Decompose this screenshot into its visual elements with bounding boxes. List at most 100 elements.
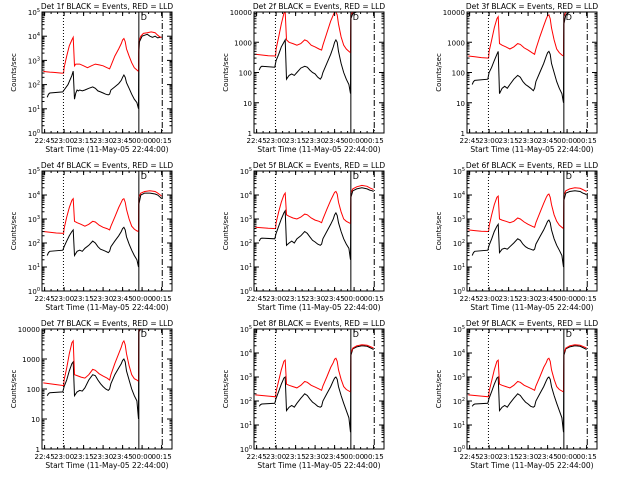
x-tick-label: 23:15 — [74, 295, 94, 303]
y-tick-label: 101 — [453, 421, 465, 430]
y-tick-label: 10 — [31, 416, 40, 424]
y-tick-label: 105 — [240, 325, 252, 334]
y-tick-label: 10 — [243, 100, 252, 108]
y-tick-label: 102 — [240, 239, 252, 248]
y-tick-label: 102 — [453, 397, 465, 406]
x-tick-label: 22:45 — [247, 453, 267, 461]
x-tick-label: 23:00 — [54, 137, 74, 145]
x-tick-label: 23:30 — [518, 295, 538, 303]
x-tick-label: 23:00 — [54, 295, 74, 303]
x-tick-label: 23:15 — [74, 137, 94, 145]
x-tick-label: 23:15 — [499, 137, 519, 145]
panel-title: Det 5f BLACK = Events, RED = LLD — [253, 161, 386, 170]
x-tick-label: 22:45 — [460, 295, 480, 303]
marker-label: D — [566, 172, 572, 181]
x-tick-label: 23:00 — [479, 453, 499, 461]
events-series-line — [46, 33, 162, 109]
x-tick-label: 22:45 — [247, 137, 267, 145]
x-tick-label: 23:45 — [325, 453, 345, 461]
y-tick-label: 105 — [240, 167, 252, 176]
panel-title: Det 1f BLACK = Events, RED = LLD — [41, 2, 174, 11]
plot-frame — [466, 170, 598, 292]
x-tick-label: 23:30 — [93, 137, 113, 145]
x-tick-label: 00:00 — [344, 137, 364, 145]
marker-label: D — [566, 330, 572, 339]
events-series-line — [258, 12, 374, 94]
lld-series-line — [255, 344, 374, 398]
panel-title: Det 7f BLACK = Events, RED = LLD — [41, 319, 174, 328]
x-tick-label: 23:45 — [325, 295, 345, 303]
x-tick-label: 23:15 — [74, 453, 94, 461]
y-axis-label: Counts/sec — [222, 370, 230, 409]
marker-label: D — [141, 172, 147, 181]
plot-frame — [253, 11, 385, 134]
y-tick-label: 104 — [28, 191, 40, 200]
x-tick-label: 23:30 — [93, 453, 113, 461]
y-tick-label: 1 — [248, 130, 252, 138]
x-axis-label: Start Time (11-May-05 22:44:00) — [470, 461, 593, 470]
plot-frame — [466, 328, 598, 450]
x-tick-label: 23:15 — [286, 295, 306, 303]
x-tick-label: 23:00 — [266, 295, 286, 303]
y-tick-label: 1000 — [447, 39, 465, 47]
y-tick-label: 103 — [240, 373, 252, 382]
y-tick-label: 10000 — [443, 9, 465, 17]
y-axis-label: Counts/sec — [10, 53, 18, 92]
x-axis-label: Start Time (11-May-05 22:44:00) — [45, 303, 168, 312]
y-tick-label: 100 — [453, 287, 465, 296]
panel-title: Det 9f BLACK = Events, RED = LLD — [466, 319, 599, 328]
lld-series-line — [255, 184, 374, 230]
x-tick-label: 23:00 — [479, 137, 499, 145]
y-tick-label: 104 — [453, 349, 465, 358]
y-tick-label: 100 — [239, 70, 252, 78]
y-tick-label: 103 — [453, 373, 465, 382]
x-tick-label: 23:15 — [499, 453, 519, 461]
x-tick-label: 22:45 — [460, 453, 480, 461]
x-tick-label: 00:00 — [344, 453, 364, 461]
plot-frame — [253, 170, 385, 292]
x-tick-label: 23:30 — [305, 137, 325, 145]
x-tick-label: 23:00 — [266, 137, 286, 145]
x-tick-label: 23:15 — [499, 295, 519, 303]
panel-title: Det 4f BLACK = Events, RED = LLD — [41, 161, 174, 170]
y-tick-label: 1 — [461, 130, 465, 138]
x-tick-label: 00:00 — [557, 453, 577, 461]
lld-series-line — [43, 31, 162, 74]
x-tick-label: 22:45 — [460, 137, 480, 145]
lld-series-line — [43, 190, 162, 234]
panel-title: Det 6f BLACK = Events, RED = LLD — [466, 161, 599, 170]
y-tick-label: 101 — [240, 263, 252, 272]
events-series-line — [471, 12, 587, 103]
y-tick-label: 103 — [28, 56, 40, 65]
marker-label: D — [141, 330, 147, 339]
y-axis-label: Counts/sec — [435, 53, 443, 92]
panel-det-4: D 22:45 23:00 23:15 23:30 23:45 00:00 00:15 100 1… — [10, 161, 173, 312]
x-tick-label: 00:15 — [152, 453, 172, 461]
y-axis-label: Counts/sec — [435, 370, 443, 409]
x-axis-label: Start Time (11-May-05 22:44:00) — [45, 145, 168, 154]
x-tick-label: 23:15 — [286, 137, 306, 145]
x-tick-label: 23:15 — [286, 453, 306, 461]
y-tick-label: 10000 — [230, 9, 252, 17]
lld-series-line — [468, 187, 587, 233]
x-tick-label: 00:15 — [364, 453, 384, 461]
y-tick-label: 100 — [28, 129, 40, 138]
y-tick-label: 1000 — [22, 356, 40, 364]
panel-det-6: D 22:45 23:00 23:15 23:30 23:45 00:00 00:15 100 1… — [435, 161, 598, 312]
x-tick-label: 23:00 — [479, 295, 499, 303]
x-tick-label: 00:00 — [132, 137, 152, 145]
x-tick-label: 23:30 — [305, 453, 325, 461]
y-tick-label: 101 — [240, 421, 252, 430]
x-tick-label: 00:15 — [364, 137, 384, 145]
panel-det-5: D 22:45 23:00 23:15 23:30 23:45 00:00 00:15 100 1… — [222, 161, 385, 312]
y-axis-label: Counts/sec — [222, 212, 230, 251]
y-tick-label: 105 — [453, 167, 465, 176]
panel-det-3: D 22:45 23:00 23:15 23:30 23:45 00:00 00:15 1 10 1… — [435, 2, 598, 154]
x-tick-label: 00:00 — [557, 295, 577, 303]
x-tick-label: 22:45 — [247, 295, 267, 303]
y-tick-label: 102 — [453, 239, 465, 248]
x-tick-label: 00:15 — [577, 453, 597, 461]
y-tick-label: 100 — [452, 70, 465, 78]
y-tick-label: 101 — [28, 263, 40, 272]
marker-label: D — [141, 13, 147, 22]
